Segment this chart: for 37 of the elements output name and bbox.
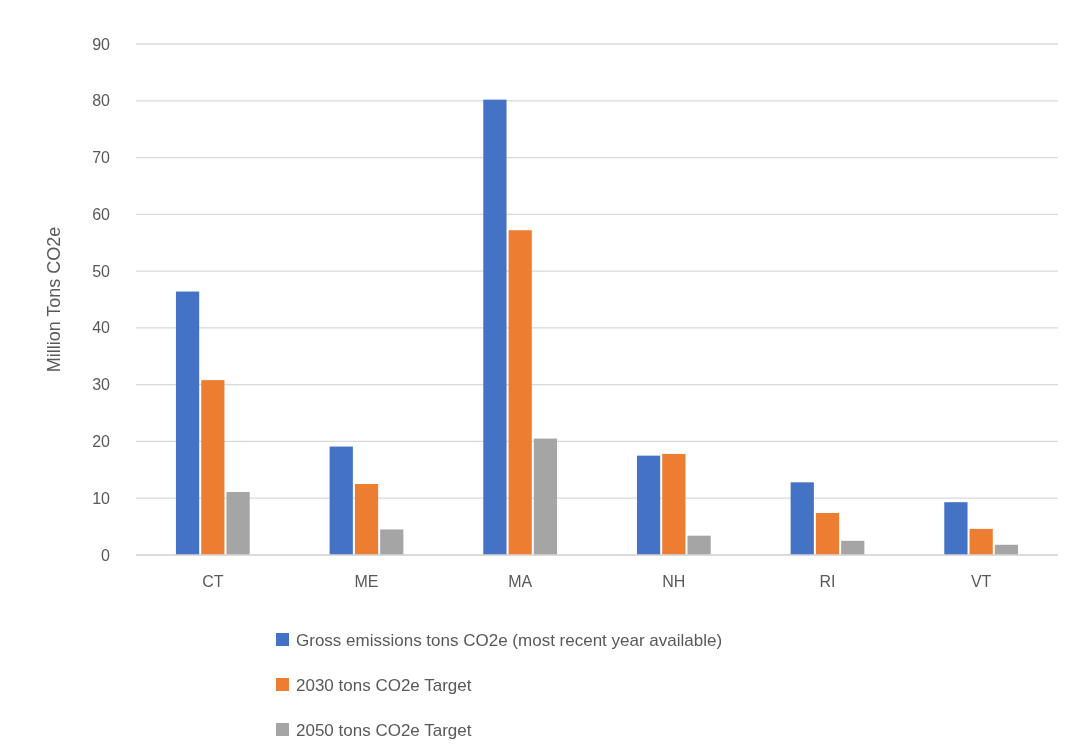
y-tick-label: 60 bbox=[92, 205, 111, 223]
bar bbox=[841, 540, 865, 555]
y-tick-label: 80 bbox=[92, 92, 111, 110]
bar bbox=[508, 230, 532, 555]
bar bbox=[201, 380, 225, 555]
y-tick-label: 70 bbox=[92, 149, 111, 167]
y-tick-label: 20 bbox=[92, 433, 111, 451]
y-tick-label: 30 bbox=[92, 376, 111, 394]
x-tick-label: CT bbox=[202, 573, 224, 590]
bar bbox=[636, 455, 661, 555]
y-tick-label: 10 bbox=[92, 489, 111, 507]
y-tick-label: 40 bbox=[92, 319, 111, 337]
legend-label: 2050 tons CO2e Target bbox=[296, 720, 472, 740]
bar bbox=[354, 484, 379, 555]
x-tick-label: ME bbox=[354, 573, 379, 590]
bar bbox=[329, 446, 353, 555]
bar bbox=[380, 529, 404, 555]
legend-label: Gross emissions tons CO2e (most recent year available) bbox=[296, 630, 723, 650]
y-tick-label: 90 bbox=[92, 35, 111, 53]
bar bbox=[175, 291, 200, 555]
x-tick-label: VT bbox=[970, 573, 992, 590]
bar bbox=[815, 512, 840, 555]
bar bbox=[687, 535, 711, 555]
bar bbox=[483, 99, 507, 555]
bar bbox=[790, 482, 814, 555]
bar bbox=[533, 438, 558, 555]
bar bbox=[969, 528, 993, 555]
x-tick-label: RI bbox=[819, 573, 836, 590]
y-tick-label: 0 bbox=[101, 546, 111, 564]
bar bbox=[662, 453, 686, 555]
y-axis-title: Million Tons CO2e bbox=[44, 226, 64, 373]
legend-label: 2030 tons CO2e Target bbox=[296, 675, 472, 695]
bar bbox=[944, 502, 968, 555]
x-tick-label: NH bbox=[662, 573, 686, 590]
x-tick-label: MA bbox=[508, 573, 533, 590]
bar bbox=[226, 491, 250, 555]
y-tick-label: 50 bbox=[92, 262, 111, 280]
